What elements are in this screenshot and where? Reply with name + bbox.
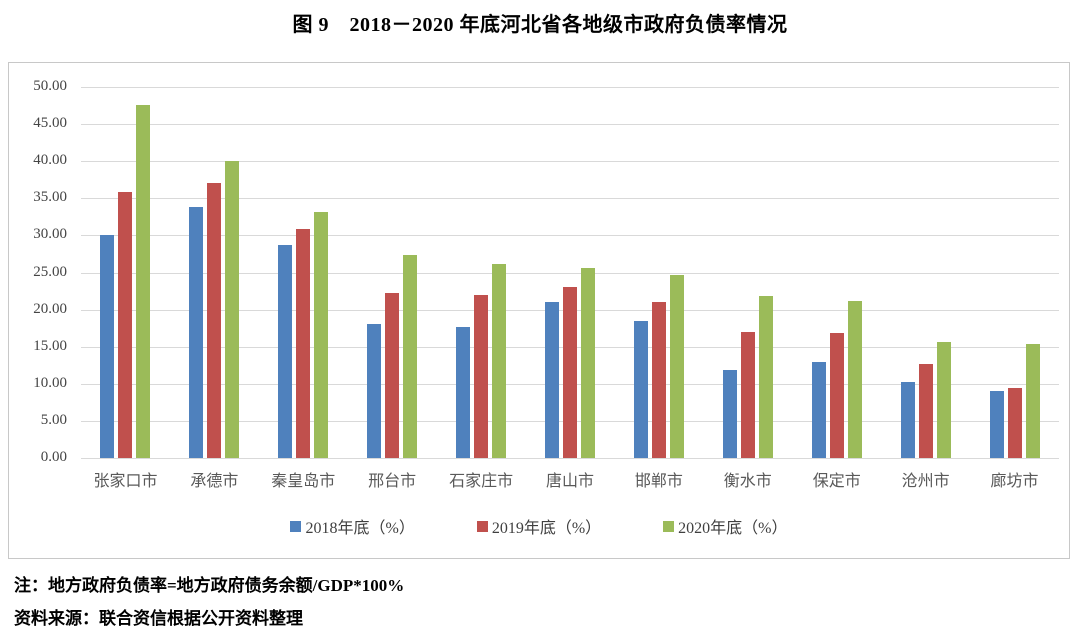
bar <box>918 363 933 458</box>
bar <box>544 302 559 458</box>
bar <box>829 333 844 458</box>
x-category-label: 邢台市 <box>368 473 417 490</box>
bar <box>580 268 595 458</box>
bar-group <box>614 87 703 458</box>
legend: 2018年底（%） 2019年底（%） 2020年底（%） <box>9 514 1069 538</box>
bar <box>403 254 418 458</box>
legend-label: 2019年底（%） <box>491 520 602 537</box>
legend-swatch-icon <box>663 520 675 532</box>
bar <box>989 391 1004 458</box>
x-category-label: 石家庄市 <box>449 473 514 490</box>
bar-group <box>348 87 437 458</box>
bar <box>296 229 311 458</box>
bar <box>722 369 737 458</box>
y-tick-label: 25.00 <box>33 263 67 280</box>
x-category-label: 秦皇岛市 <box>271 473 336 490</box>
bar <box>314 212 329 458</box>
bar <box>189 207 204 458</box>
bar-group <box>259 87 348 458</box>
bar <box>278 245 293 458</box>
legend-swatch-icon <box>476 520 488 532</box>
chart-title: 图 9 2018－2020 年底河北省各地级市政府负债率情况 <box>292 14 788 36</box>
bar <box>1007 388 1022 458</box>
y-tick-label: 45.00 <box>33 115 67 132</box>
legend-label: 2018年底（%） <box>305 520 415 537</box>
bar <box>207 183 222 458</box>
bar <box>562 287 577 458</box>
chart-note: 注：地方政府负债率=地方政府债务余额/GDP*100% <box>14 576 405 595</box>
legend-item: 2018年底（%） <box>290 514 415 538</box>
bar <box>936 341 951 458</box>
x-category-label: 承德市 <box>190 473 239 490</box>
x-category-label: 唐山市 <box>545 473 594 490</box>
bar <box>474 294 489 458</box>
x-category-label: 张家口市 <box>93 473 158 490</box>
bar-group <box>437 87 526 458</box>
bar <box>669 274 684 458</box>
bar <box>811 361 826 458</box>
bar-group <box>970 87 1059 458</box>
x-axis: 张家口市 承德市 秦皇岛市 邢台市 石家庄市 唐山市 邯郸市 衡水市 保定市 沧州市 廊坊市 <box>81 467 1059 491</box>
legend-swatch-icon <box>290 520 302 532</box>
legend-item: 2019年底（%） <box>476 514 602 538</box>
y-tick-label: 10.00 <box>33 374 67 391</box>
gridline <box>81 161 1059 163</box>
gridline <box>81 458 1059 459</box>
bar-group <box>81 87 170 458</box>
x-category-label: 衡水市 <box>723 473 772 490</box>
y-tick-label: 15.00 <box>33 337 67 354</box>
gridline <box>81 87 1059 88</box>
y-tick-label: 5.00 <box>40 411 67 428</box>
bar-group <box>170 87 259 458</box>
y-tick-label: 0.00 <box>40 449 67 465</box>
y-tick-label: 50.00 <box>33 78 67 94</box>
x-category-label: 沧州市 <box>901 473 950 490</box>
bar-group <box>703 87 792 458</box>
plot-area <box>81 87 1059 459</box>
gridline <box>81 272 1059 274</box>
x-category-label: 保定市 <box>812 473 861 490</box>
bar <box>367 323 382 458</box>
bar <box>758 295 773 458</box>
bar <box>740 331 755 458</box>
y-tick-label: 30.00 <box>33 226 67 243</box>
bar-group <box>881 87 970 458</box>
bar <box>136 104 151 458</box>
bar <box>385 293 400 458</box>
gridline <box>81 235 1059 237</box>
bar <box>118 191 133 458</box>
bar <box>633 320 648 458</box>
bar <box>456 326 471 458</box>
bar-groups <box>81 87 1059 458</box>
bar <box>100 235 115 458</box>
legend-label: 2020年底（%） <box>678 520 788 537</box>
y-tick-label: 20.00 <box>33 300 67 317</box>
gridline <box>81 198 1059 200</box>
bar <box>492 263 507 458</box>
gridline <box>81 124 1059 126</box>
y-axis: 50.00 45.00 40.00 35.00 30.00 25.00 20.00 15.00… <box>9 78 73 465</box>
y-tick-label: 40.00 <box>33 152 67 169</box>
bar-group <box>526 87 615 458</box>
bar <box>1025 344 1040 458</box>
bar-group <box>792 87 881 458</box>
x-category-label: 邯郸市 <box>634 473 683 490</box>
bar <box>225 161 240 458</box>
y-tick-label: 35.00 <box>33 189 67 206</box>
bar <box>900 381 915 458</box>
legend-item: 2020年底（%） <box>663 514 788 538</box>
bar <box>847 301 862 458</box>
x-category-label: 廊坊市 <box>990 473 1039 490</box>
bar <box>651 302 666 458</box>
chart-frame: 50.00 45.00 40.00 35.00 30.00 25.00 20.00 15.00… <box>8 62 1070 559</box>
chart-source: 资料来源：联合资信根据公开资料整理 <box>14 609 303 628</box>
